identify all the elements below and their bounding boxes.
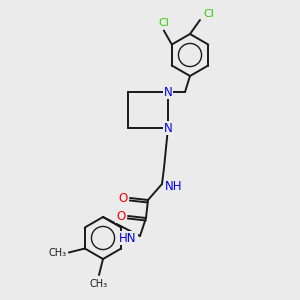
- Text: Cl: Cl: [158, 19, 169, 28]
- Text: NH: NH: [165, 179, 183, 193]
- Text: HN: HN: [119, 232, 137, 244]
- Text: N: N: [164, 122, 172, 134]
- Text: N: N: [164, 85, 172, 98]
- Text: CH₃: CH₃: [49, 248, 67, 257]
- Text: CH₃: CH₃: [90, 279, 108, 289]
- Text: O: O: [116, 209, 126, 223]
- Text: O: O: [118, 191, 127, 205]
- Text: Cl: Cl: [204, 9, 214, 19]
